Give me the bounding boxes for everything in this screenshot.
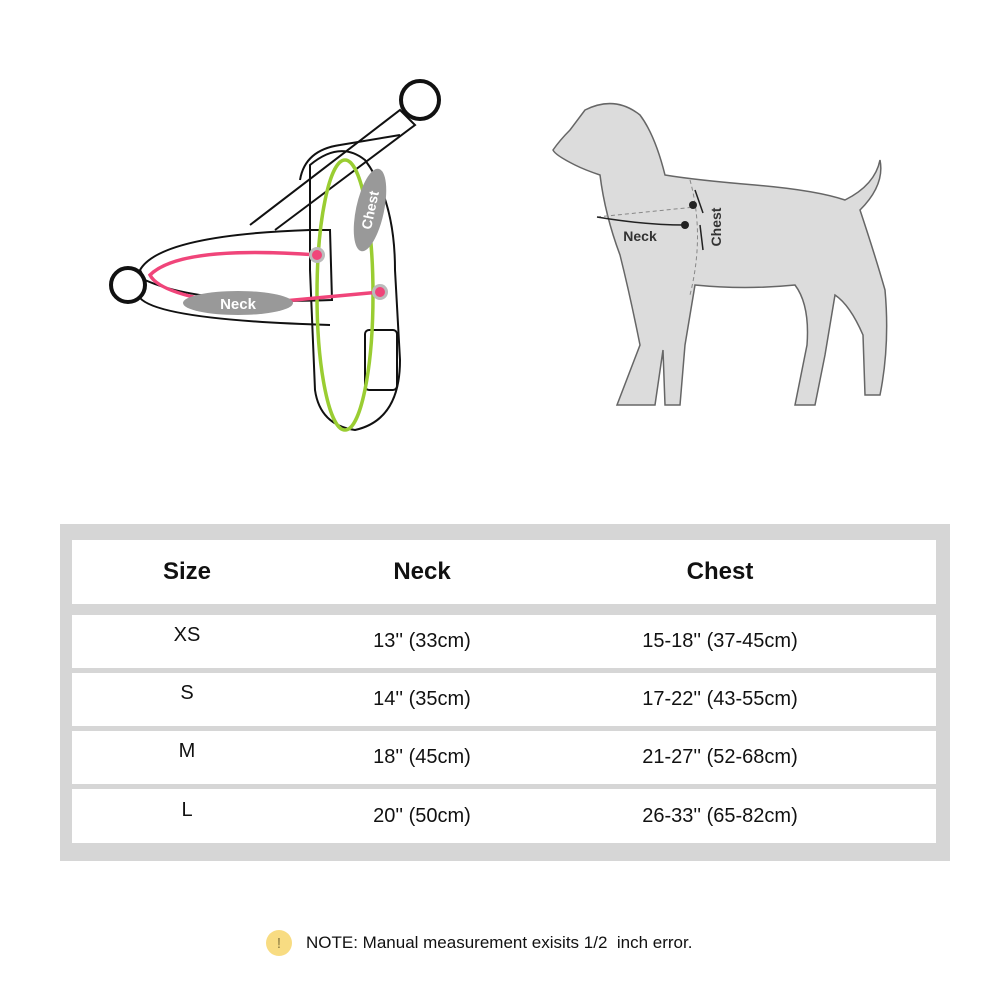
table-header: Size Neck Chest: [72, 540, 936, 604]
cell-neck: 20'' (50cm): [373, 804, 471, 827]
cell-chest: 26-33'' (65-82cm): [642, 804, 798, 827]
cell-chest: 21-27'' (52-68cm): [642, 746, 798, 768]
cell-chest: 15-18'' (37-45cm): [642, 630, 798, 652]
chest-label: Chest: [358, 189, 382, 231]
cell-size: M: [178, 740, 196, 762]
table-row: S 14'' (35cm) 17-22'' (43-55cm): [72, 673, 936, 726]
header-size: Size: [162, 558, 212, 585]
harness-diagram: Neck Chest: [109, 79, 441, 432]
note-text: NOTE: Manual measurement exisits 1/2 inc…: [306, 933, 693, 952]
table-row: XS 13'' (33cm) 15-18'' (37-45cm): [72, 615, 936, 668]
dog-chest-label: Chest: [708, 207, 724, 246]
table-row: M 18'' (45cm) 21-27'' (52-68cm): [72, 731, 936, 784]
neck-label: Neck: [220, 296, 257, 313]
table-row: L 20'' (50cm) 26-33'' (65-82cm): [72, 789, 936, 843]
header-chest: Chest: [686, 558, 754, 585]
cell-size: L: [181, 798, 193, 821]
header-neck: Neck: [393, 558, 451, 585]
cell-neck: 13'' (33cm): [373, 630, 471, 652]
cell-neck: 14'' (35cm): [373, 688, 471, 710]
note: ! NOTE: Manual measurement exisits 1/2 i…: [266, 930, 692, 956]
size-table: Size Neck Chest XS 13'' (33cm) 15-18'' (…: [60, 524, 950, 861]
cell-neck: 18'' (45cm): [373, 746, 471, 768]
cell-size: S: [180, 682, 194, 704]
cell-chest: 17-22'' (43-55cm): [642, 688, 798, 710]
exclamation-icon: !: [266, 930, 292, 956]
dog-diagram: Neck Chest: [552, 102, 888, 406]
cell-size: XS: [173, 624, 201, 646]
dog-neck-label: Neck: [623, 228, 657, 244]
